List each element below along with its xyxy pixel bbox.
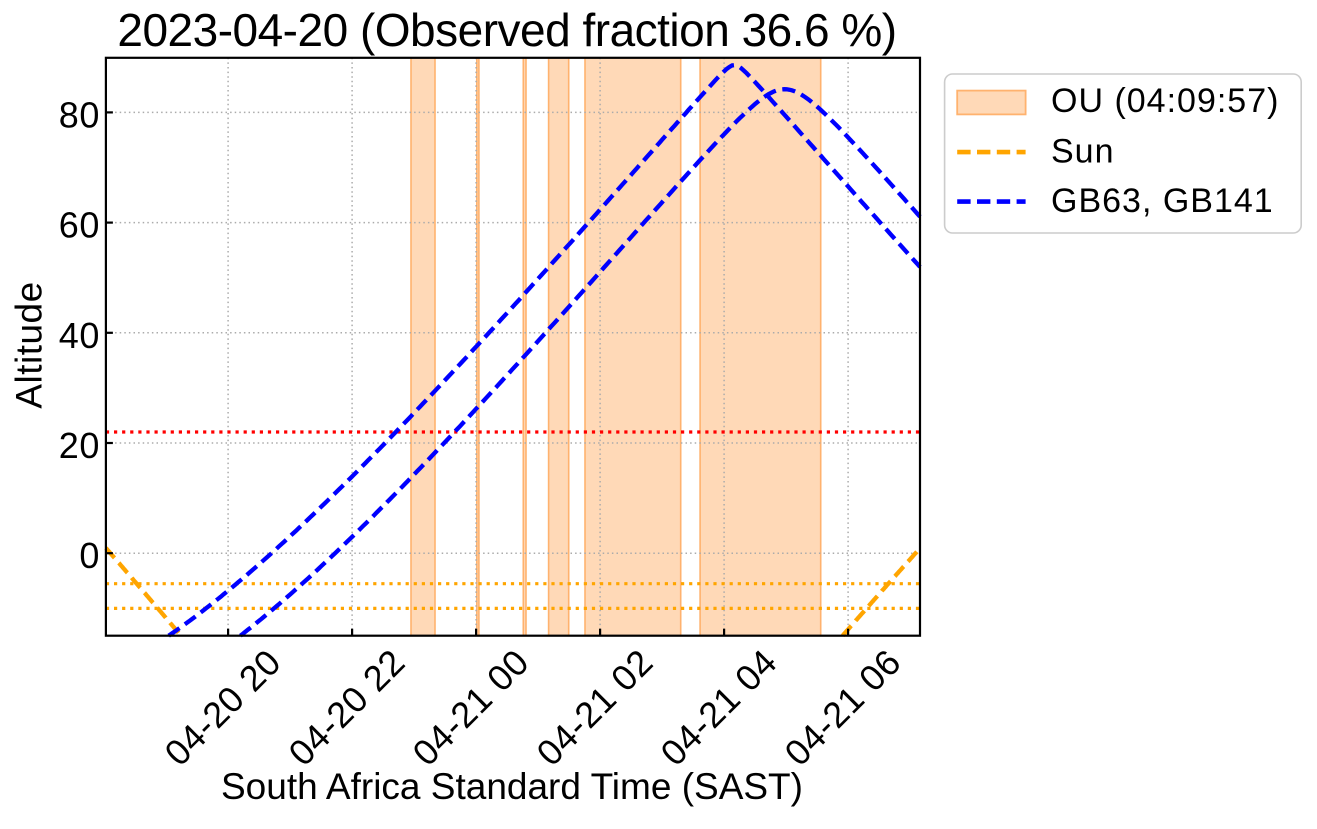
svg-text:80: 80 — [59, 94, 100, 135]
svg-text:OU (04:09:57): OU (04:09:57) — [1051, 82, 1279, 120]
svg-text:2023-04-20 (Observed fraction: 2023-04-20 (Observed fraction 36.6 %) — [117, 4, 896, 56]
svg-text:GB63, GB141: GB63, GB141 — [1051, 182, 1274, 220]
svg-text:40: 40 — [59, 315, 100, 356]
svg-text:0: 0 — [79, 535, 100, 576]
svg-text:20: 20 — [59, 425, 100, 466]
svg-text:Sun: Sun — [1051, 132, 1115, 170]
svg-text:60: 60 — [59, 205, 100, 246]
svg-text:Altitude: Altitude — [9, 281, 50, 408]
svg-text:South Africa Standard Time (SA: South Africa Standard Time (SAST) — [221, 766, 803, 807]
